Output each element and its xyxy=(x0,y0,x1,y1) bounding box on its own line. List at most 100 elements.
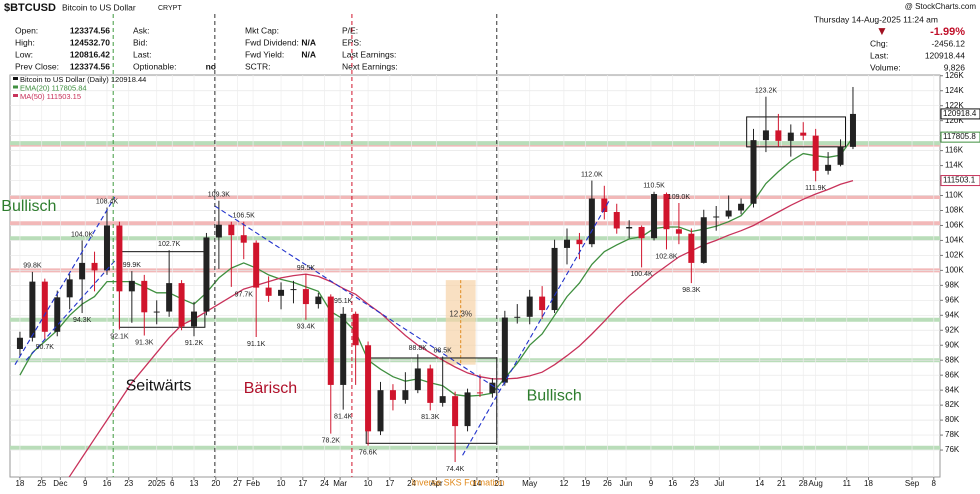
field-value: 120816.42 xyxy=(70,49,110,59)
price-label: 99.9K xyxy=(123,262,142,269)
price-label: 100.4K xyxy=(631,271,654,278)
candle-body xyxy=(452,396,459,427)
y-tick-label: 88K xyxy=(945,355,960,364)
candle-body xyxy=(54,297,61,332)
candle-body xyxy=(489,382,496,394)
x-tick-label: 14 xyxy=(755,479,764,488)
candle-body xyxy=(340,313,347,385)
field-label: Open: xyxy=(15,25,38,35)
x-tick-label: 16 xyxy=(668,479,677,488)
y-tick-label: 124K xyxy=(945,86,964,95)
candle-body xyxy=(265,287,272,296)
x-tick-label: 24 xyxy=(407,479,416,488)
plot-frame xyxy=(9,74,941,478)
x-tick-label: Dec xyxy=(53,479,67,488)
value-box-label: 120918.4 xyxy=(943,109,977,118)
candle-body xyxy=(551,247,558,311)
candle-body xyxy=(228,224,235,236)
x-tick-label: 10 xyxy=(277,479,286,488)
x-tick-label: 18 xyxy=(15,479,24,488)
x-tick-label: 21 xyxy=(777,479,786,488)
x-tick-label: 9 xyxy=(83,479,88,488)
candle-body xyxy=(352,313,359,346)
x-tick-label: 2025 xyxy=(148,479,166,488)
price-label: 102.8K xyxy=(655,253,678,260)
x-tick-label: Sep xyxy=(905,479,920,488)
price-label: 108.4K xyxy=(96,198,119,205)
y-tick-label: 76K xyxy=(945,445,960,454)
datetime: Thursday 14-Aug-2025 11:24 am xyxy=(814,14,938,24)
y-tick-label: 84K xyxy=(945,385,960,394)
x-tick-label: 24 xyxy=(320,479,329,488)
candle-body xyxy=(29,281,36,338)
field-value: 124532.70 xyxy=(70,37,110,47)
field-value: N/A xyxy=(301,49,316,59)
field-label: P/E: xyxy=(342,25,358,35)
candle-body xyxy=(191,311,198,327)
field-value: 123374.56 xyxy=(70,25,110,35)
price-label: 74.4K xyxy=(446,466,465,473)
price-label: 91.3K xyxy=(135,339,154,346)
candle-body xyxy=(103,225,110,271)
y-tick-label: 94K xyxy=(945,310,960,319)
quote-label: Chg: xyxy=(870,38,888,48)
y-tick-label: 110K xyxy=(945,191,964,200)
candle-body xyxy=(613,211,620,229)
candle-body xyxy=(203,237,210,312)
field-label: High: xyxy=(15,37,35,47)
legend-entry: MA(50) 111503.15 xyxy=(20,92,81,101)
legend-entry: Bitcoin to US Dollar (Daily) 120918.44 xyxy=(20,75,146,84)
price-label: 88.5K xyxy=(434,347,453,354)
candle-body xyxy=(787,132,794,141)
price-label: 90.7K xyxy=(36,344,55,351)
x-tick-label: 21 xyxy=(494,479,503,488)
y-tick-label: 106K xyxy=(945,221,964,230)
trend-line xyxy=(14,196,116,365)
candle-body xyxy=(812,135,819,171)
field-label: Mkt Cap: xyxy=(245,25,279,35)
candle-body xyxy=(576,239,583,245)
y-tick-label: 116K xyxy=(945,146,964,155)
legend-swatch xyxy=(13,94,18,97)
x-tick-label: 17 xyxy=(298,479,307,488)
down-arrow: ▼ xyxy=(876,24,888,38)
x-tick-label: Aug xyxy=(809,479,823,488)
annotation: Inverse SKS Formation xyxy=(412,477,505,487)
x-tick-label: 23 xyxy=(690,479,699,488)
y-tick-label: 78K xyxy=(945,430,960,439)
field-value: N/A xyxy=(301,37,316,47)
legend-swatch xyxy=(13,77,18,80)
y-tick-label: 114K xyxy=(945,161,964,170)
price-label: 99.5K xyxy=(297,265,316,272)
price-label: 95.1K xyxy=(334,298,353,305)
price-label: 81.3K xyxy=(421,414,440,421)
legend-entry: EMA(20) 117805.84 xyxy=(20,83,87,92)
price-label: 99.8K xyxy=(23,263,42,270)
price-label: 91.2K xyxy=(185,340,204,347)
candle-body xyxy=(713,216,720,218)
price-label: 93.4K xyxy=(297,324,316,331)
quote-value: 9,826 xyxy=(944,62,966,72)
candle-body xyxy=(700,217,707,263)
candle-body xyxy=(278,289,285,296)
candle-body xyxy=(750,140,757,204)
field-label: Fwd Yield: xyxy=(245,49,284,59)
x-tick-label: 20 xyxy=(211,479,220,488)
x-tick-label: Apr xyxy=(430,479,443,488)
price-label: 76.6K xyxy=(359,449,378,456)
y-tick-label: 82K xyxy=(945,400,960,409)
x-tick-label: 19 xyxy=(581,479,590,488)
field-label: Last: xyxy=(133,49,151,59)
candle-body xyxy=(476,392,483,394)
candle-body xyxy=(762,130,769,141)
x-tick-label: 13 xyxy=(190,479,199,488)
quote-value: -2456.12 xyxy=(931,38,965,48)
y-tick-label: 120K xyxy=(945,116,964,125)
annotation: Bullisch xyxy=(527,387,582,404)
range-box xyxy=(746,116,847,148)
candle-body xyxy=(588,198,595,245)
x-tick-label: 6 xyxy=(170,479,175,488)
field-label: Prev Close: xyxy=(15,61,59,71)
y-tick-label: 80K xyxy=(945,415,960,424)
